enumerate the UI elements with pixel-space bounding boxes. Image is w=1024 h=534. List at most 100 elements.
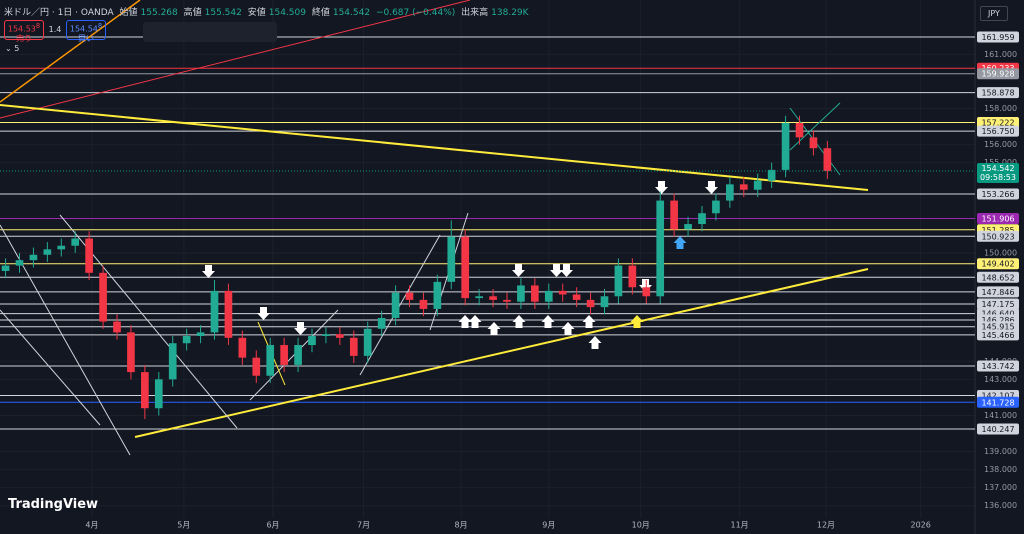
x-tick-label: 10月 xyxy=(632,521,650,530)
candle-body xyxy=(336,334,344,338)
candle-body xyxy=(210,290,219,333)
candle-body xyxy=(475,296,483,299)
level-label-bg xyxy=(977,329,1019,341)
candle-body xyxy=(628,265,637,288)
indicator-toggle[interactable]: ⌄ 5 xyxy=(5,44,20,53)
candle-body xyxy=(739,184,748,190)
buy-label: 買い xyxy=(78,33,94,43)
candle-body xyxy=(572,294,581,300)
y-tick-label: 137.000 xyxy=(984,483,1017,492)
candle-body xyxy=(1,265,10,272)
y-tick-label: 141.000 xyxy=(984,411,1017,420)
level-label-bg xyxy=(977,360,1019,372)
x-tick-label: 4月 xyxy=(85,521,98,530)
x-tick-label: 11月 xyxy=(731,521,749,530)
spread-value: 1.4 xyxy=(48,25,62,34)
arrow-up xyxy=(561,322,575,335)
sell-price: 154.53 xyxy=(7,24,36,34)
trend-line xyxy=(0,309,101,426)
candle-body xyxy=(642,287,651,297)
candle-body xyxy=(85,238,93,273)
arrow-down xyxy=(655,181,668,194)
arrow-down xyxy=(294,322,307,335)
y-tick-label: 155.000 xyxy=(984,158,1017,167)
buy-price: 154.54 xyxy=(69,24,98,34)
ohlc-name: 終値 xyxy=(311,8,330,18)
x-tick-label: 8月 xyxy=(454,521,467,530)
candle-body xyxy=(238,337,247,358)
level-label: 141.728 xyxy=(981,398,1014,407)
x-tick-label: 5月 xyxy=(177,521,190,530)
candle-body xyxy=(600,296,609,308)
drawing-toolbar[interactable] xyxy=(143,22,277,42)
y-tick-label: 143.000 xyxy=(984,375,1017,384)
arrow-markers xyxy=(202,181,718,349)
x-tick-label: 2026 xyxy=(910,521,930,530)
candle-body xyxy=(405,292,414,300)
current-price-label: 154.542 xyxy=(981,164,1014,173)
candle-body xyxy=(29,254,38,261)
candle-body xyxy=(71,238,80,246)
candle-body xyxy=(266,345,275,376)
trend-line xyxy=(0,0,471,119)
arrow-up xyxy=(512,315,526,328)
level-label-bg xyxy=(977,271,1019,283)
current-price-bg xyxy=(977,162,1019,183)
current-price-time: 09:58:53 xyxy=(980,173,1016,182)
level-label: 147.846 xyxy=(981,288,1014,297)
y-tick-label: 150.000 xyxy=(984,248,1017,257)
currency[interactable]: JPY xyxy=(980,6,1008,21)
ohlc-name: 始値 xyxy=(119,8,138,18)
candle-body xyxy=(433,281,442,309)
arrow-down xyxy=(560,264,573,277)
symbol: 米ドル／円 · 1日 · OANDA xyxy=(4,8,114,18)
level-label: 151.906 xyxy=(981,215,1014,224)
arrow-up xyxy=(487,322,501,335)
candle-body xyxy=(823,148,832,171)
ohlc-name: 安値 xyxy=(247,8,266,18)
volume: 138.29K xyxy=(491,8,529,18)
currency-label: JPY xyxy=(988,9,1000,18)
candle-body xyxy=(712,200,720,214)
candle-body xyxy=(363,328,372,356)
sell-label: 売り xyxy=(16,33,32,43)
level-label: 149.402 xyxy=(981,260,1014,269)
candle-body xyxy=(15,260,24,266)
candle-body xyxy=(294,345,302,365)
candle-body xyxy=(391,292,400,318)
trend-line xyxy=(0,104,869,191)
buy-button[interactable]: 154.548 買い xyxy=(66,20,106,43)
candle-body xyxy=(349,337,358,356)
level-label-bg xyxy=(977,423,1019,435)
arrow-up xyxy=(582,315,596,328)
change: −0.687 (−0.44%) xyxy=(375,8,456,18)
level-label: 153.266 xyxy=(981,190,1014,199)
candle-body xyxy=(196,332,205,337)
candle-body xyxy=(127,332,135,373)
candle-body xyxy=(809,137,818,149)
candle-body xyxy=(670,200,678,230)
level-label: 159.928 xyxy=(981,70,1014,79)
arrow-up xyxy=(458,315,472,328)
ohlc-value: 155.542 xyxy=(204,8,242,18)
level-label: 147.175 xyxy=(981,300,1014,309)
trend-line xyxy=(359,234,441,376)
arrow-up xyxy=(468,315,482,328)
level-label-bg xyxy=(977,31,1019,43)
arrow-down xyxy=(705,181,718,194)
candle-body xyxy=(419,299,428,309)
sell-sup: 8 xyxy=(35,22,41,30)
candle-body xyxy=(614,265,623,297)
y-tick-label: 136.000 xyxy=(984,501,1017,510)
level-label: 145.915 xyxy=(981,323,1014,332)
spread: 1.4 xyxy=(46,20,64,40)
arrow-down xyxy=(550,264,563,277)
grid xyxy=(0,0,975,518)
level-label: 156.750 xyxy=(981,127,1014,136)
candle-body xyxy=(322,334,330,337)
candle-body xyxy=(308,336,316,346)
candle-body xyxy=(113,321,121,333)
candle-body xyxy=(377,317,386,329)
sell-button[interactable]: 154.538 売り xyxy=(4,20,44,43)
